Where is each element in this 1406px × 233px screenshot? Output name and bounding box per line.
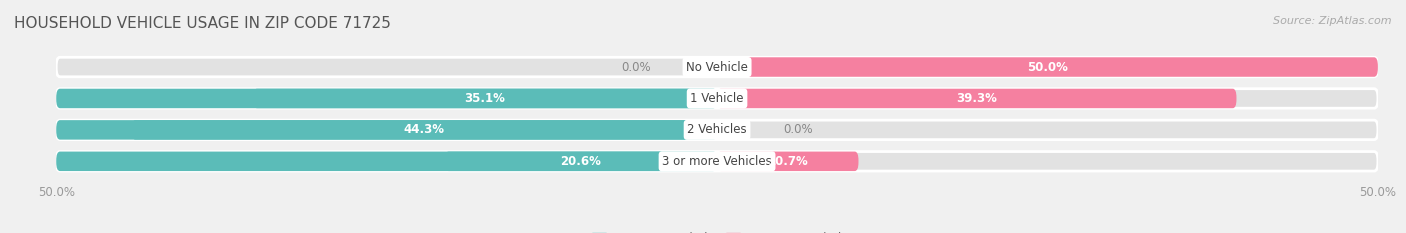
FancyBboxPatch shape: [717, 57, 1378, 77]
Text: 0.0%: 0.0%: [621, 61, 651, 74]
FancyBboxPatch shape: [717, 152, 859, 171]
Text: 20.6%: 20.6%: [561, 155, 602, 168]
Text: 10.7%: 10.7%: [768, 155, 808, 168]
FancyBboxPatch shape: [56, 152, 717, 171]
Text: 3 or more Vehicles: 3 or more Vehicles: [662, 155, 772, 168]
FancyBboxPatch shape: [132, 120, 717, 140]
Text: 35.1%: 35.1%: [464, 92, 506, 105]
Text: 44.3%: 44.3%: [404, 123, 444, 136]
FancyBboxPatch shape: [56, 120, 717, 140]
FancyBboxPatch shape: [56, 89, 717, 108]
Text: 39.3%: 39.3%: [956, 92, 997, 105]
FancyBboxPatch shape: [56, 57, 1378, 77]
FancyBboxPatch shape: [56, 89, 1378, 108]
Text: 0.0%: 0.0%: [783, 123, 813, 136]
Text: 2 Vehicles: 2 Vehicles: [688, 123, 747, 136]
FancyBboxPatch shape: [444, 152, 717, 171]
FancyBboxPatch shape: [56, 120, 1378, 140]
Text: 50.0%: 50.0%: [1026, 61, 1069, 74]
Text: No Vehicle: No Vehicle: [686, 61, 748, 74]
FancyBboxPatch shape: [253, 89, 717, 108]
Text: 1 Vehicle: 1 Vehicle: [690, 92, 744, 105]
Text: Source: ZipAtlas.com: Source: ZipAtlas.com: [1274, 16, 1392, 26]
FancyBboxPatch shape: [717, 89, 1236, 108]
FancyBboxPatch shape: [56, 152, 1378, 171]
Legend: Owner-occupied, Renter-occupied: Owner-occupied, Renter-occupied: [588, 228, 846, 233]
Text: HOUSEHOLD VEHICLE USAGE IN ZIP CODE 71725: HOUSEHOLD VEHICLE USAGE IN ZIP CODE 7172…: [14, 16, 391, 31]
